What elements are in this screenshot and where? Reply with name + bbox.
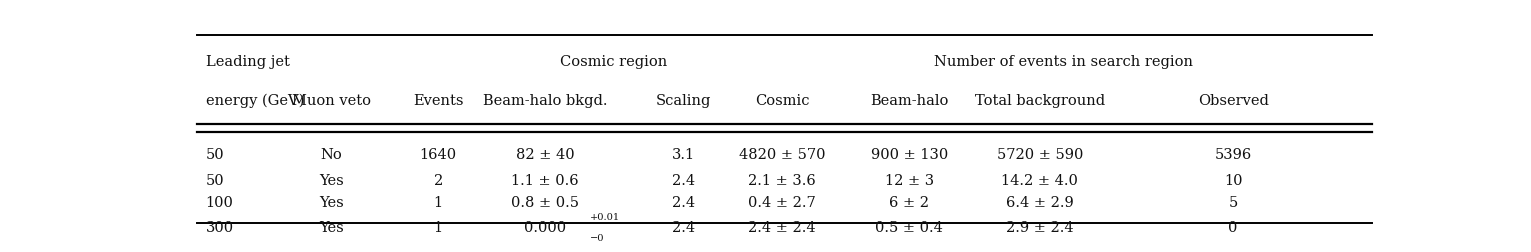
Text: Leading jet: Leading jet: [205, 55, 289, 69]
Text: 1640: 1640: [419, 148, 456, 162]
Text: 6.4 ± 2.9: 6.4 ± 2.9: [1006, 196, 1073, 210]
Text: Number of events in search region: Number of events in search region: [934, 55, 1193, 69]
Text: 10: 10: [1223, 174, 1242, 188]
Text: 0.5 ± 0.4: 0.5 ± 0.4: [876, 221, 943, 235]
Text: Cosmic: Cosmic: [755, 94, 810, 108]
Text: Yes: Yes: [318, 174, 344, 188]
Text: Total background: Total background: [975, 94, 1105, 108]
Text: 3.1: 3.1: [672, 148, 695, 162]
Text: 4820 ± 570: 4820 ± 570: [739, 148, 825, 162]
Text: −0: −0: [589, 234, 605, 243]
Text: +0.01: +0.01: [589, 213, 620, 222]
Text: Beam-halo: Beam-halo: [870, 94, 948, 108]
Text: 300: 300: [205, 221, 234, 235]
Text: energy (GeV): energy (GeV): [205, 94, 305, 108]
Text: 1: 1: [433, 221, 442, 235]
Text: Muon veto: Muon veto: [292, 94, 371, 108]
Text: 6 ± 2: 6 ± 2: [890, 196, 929, 210]
Text: Yes: Yes: [318, 196, 344, 210]
Text: 0: 0: [1228, 221, 1239, 235]
Text: 1.1 ± 0.6: 1.1 ± 0.6: [511, 174, 579, 188]
Text: Scaling: Scaling: [657, 94, 712, 108]
Text: 5396: 5396: [1214, 148, 1252, 162]
Text: 50: 50: [205, 148, 224, 162]
Text: No: No: [320, 148, 343, 162]
Text: 82 ± 40: 82 ± 40: [516, 148, 574, 162]
Text: 2.4: 2.4: [672, 174, 695, 188]
Text: 2.4: 2.4: [672, 221, 695, 235]
Text: 2.4 ± 2.4: 2.4 ± 2.4: [749, 221, 816, 235]
Text: 0.000: 0.000: [524, 221, 566, 235]
Text: 1: 1: [433, 196, 442, 210]
Text: Events: Events: [413, 94, 464, 108]
Text: Observed: Observed: [1197, 94, 1269, 108]
Text: 2.9 ± 2.4: 2.9 ± 2.4: [1006, 221, 1073, 235]
Text: 14.2 ± 4.0: 14.2 ± 4.0: [1001, 174, 1078, 188]
Text: Beam-halo bkgd.: Beam-halo bkgd.: [482, 94, 608, 108]
Text: 2: 2: [433, 174, 442, 188]
Text: Yes: Yes: [318, 221, 344, 235]
Text: Cosmic region: Cosmic region: [560, 55, 668, 69]
Text: 50: 50: [205, 174, 224, 188]
Text: 5720 ± 590: 5720 ± 590: [997, 148, 1082, 162]
Text: 12 ± 3: 12 ± 3: [885, 174, 934, 188]
Text: 2.4: 2.4: [672, 196, 695, 210]
Text: 2.1 ± 3.6: 2.1 ± 3.6: [749, 174, 816, 188]
Text: 5: 5: [1228, 196, 1237, 210]
Text: 0.4 ± 2.7: 0.4 ± 2.7: [749, 196, 816, 210]
Text: 0.8 ± 0.5: 0.8 ± 0.5: [511, 196, 579, 210]
Text: 100: 100: [205, 196, 234, 210]
Text: 900 ± 130: 900 ± 130: [871, 148, 948, 162]
